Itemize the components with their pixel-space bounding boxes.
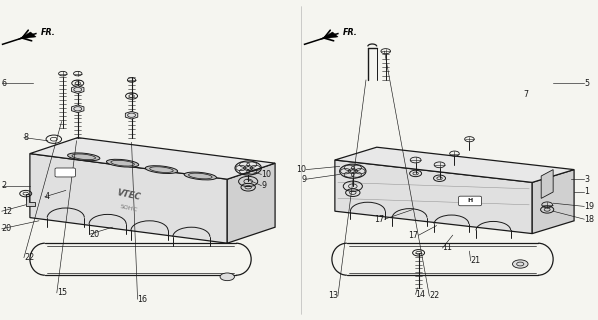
Text: 1: 1 (584, 188, 589, 196)
Text: 13: 13 (328, 292, 338, 300)
Text: 8: 8 (24, 133, 29, 142)
Text: VTEC: VTEC (116, 188, 141, 202)
Text: 20: 20 (2, 224, 12, 233)
Text: 15: 15 (57, 288, 67, 297)
Polygon shape (72, 86, 84, 93)
Text: 4: 4 (45, 192, 50, 201)
Polygon shape (30, 138, 275, 179)
Polygon shape (335, 147, 574, 182)
Text: 19: 19 (584, 202, 594, 211)
Circle shape (220, 273, 234, 281)
Ellipse shape (145, 166, 178, 173)
Text: 14: 14 (416, 290, 426, 299)
Text: 2: 2 (2, 181, 7, 190)
Polygon shape (541, 170, 553, 198)
Text: 9: 9 (261, 181, 267, 190)
Text: 12: 12 (2, 207, 12, 216)
Text: 6: 6 (2, 79, 7, 88)
Text: 10: 10 (296, 165, 306, 174)
Polygon shape (532, 170, 574, 234)
Text: 22: 22 (24, 253, 34, 262)
Text: 3: 3 (584, 175, 589, 184)
Text: 17: 17 (374, 215, 385, 224)
Circle shape (512, 260, 528, 268)
Polygon shape (72, 105, 84, 113)
FancyBboxPatch shape (459, 196, 481, 206)
Text: FR.: FR. (41, 28, 56, 37)
Text: 17: 17 (408, 231, 419, 240)
Text: 7: 7 (523, 90, 529, 99)
FancyBboxPatch shape (55, 168, 75, 177)
Text: SOHC: SOHC (119, 204, 138, 212)
Polygon shape (18, 32, 36, 39)
Text: 22: 22 (429, 292, 440, 300)
Text: 16: 16 (138, 295, 148, 304)
Text: 21: 21 (471, 256, 481, 265)
Text: 5: 5 (584, 79, 590, 88)
Text: H: H (468, 198, 472, 204)
Text: FR.: FR. (343, 28, 358, 37)
Polygon shape (227, 163, 275, 243)
Ellipse shape (68, 153, 100, 161)
Polygon shape (126, 111, 138, 119)
Polygon shape (335, 160, 532, 234)
Text: 18: 18 (584, 215, 594, 224)
Ellipse shape (184, 172, 216, 180)
Text: 10: 10 (261, 170, 271, 179)
Text: 9: 9 (301, 175, 306, 184)
Polygon shape (320, 32, 338, 39)
Text: 20: 20 (90, 230, 100, 239)
Polygon shape (30, 154, 227, 243)
Polygon shape (26, 194, 35, 206)
Text: 11: 11 (443, 244, 453, 252)
Ellipse shape (106, 159, 139, 167)
